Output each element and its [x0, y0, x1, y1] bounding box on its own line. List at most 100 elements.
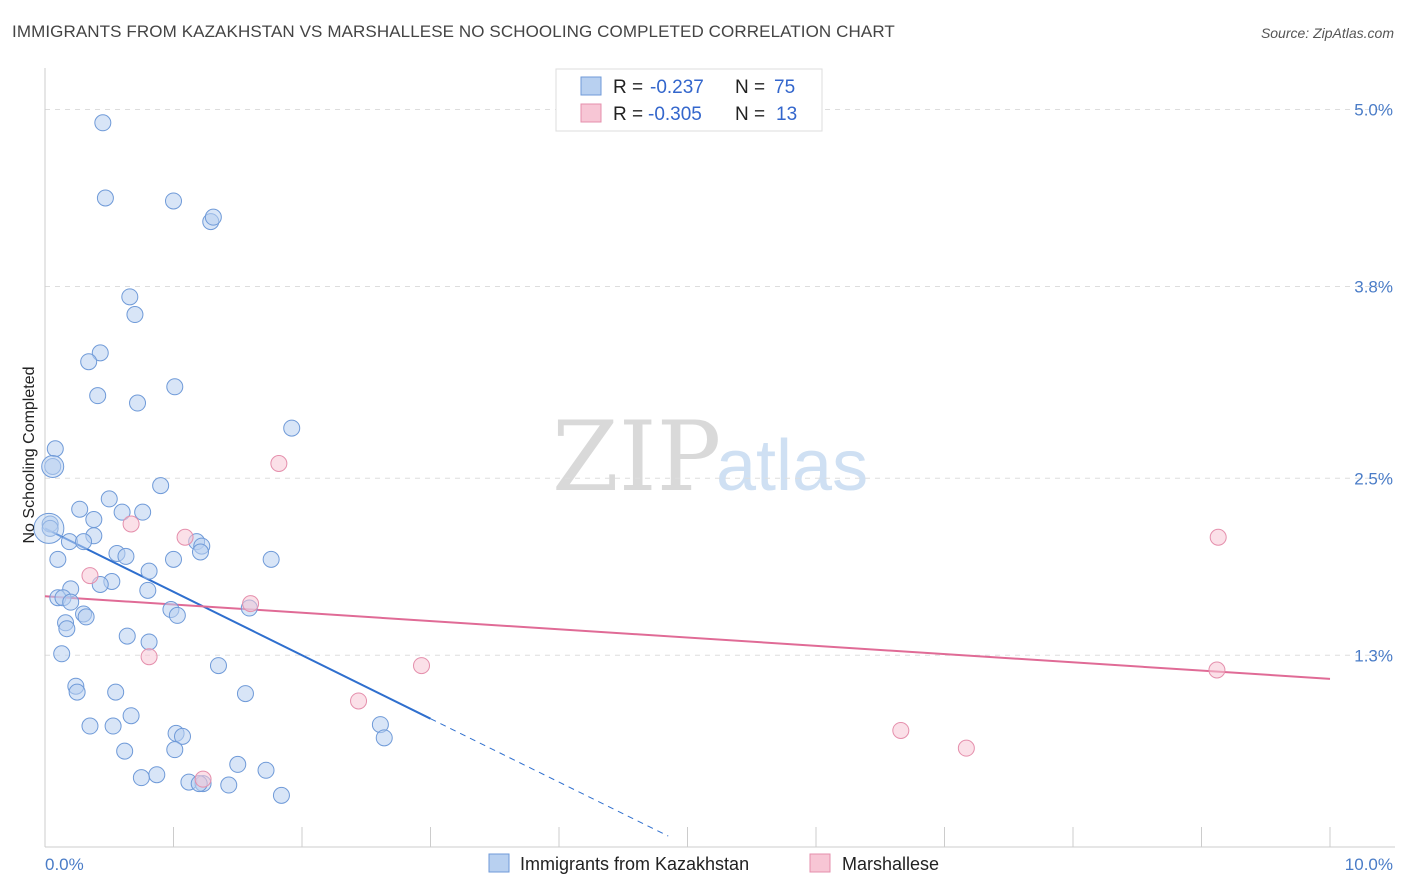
bottom-legend-kazakhstan: Immigrants from Kazakhstan: [520, 854, 749, 874]
data-point: [53, 645, 71, 663]
data-point: [134, 503, 152, 521]
y-tick-label: 2.5%: [1354, 469, 1393, 488]
data-point: [104, 717, 122, 735]
y-tick-label: 1.3%: [1354, 646, 1393, 665]
data-point: [89, 387, 107, 405]
data-point: [1209, 528, 1227, 546]
trendline-marshallese: [44, 595, 1331, 680]
y-tick-label: 3.8%: [1354, 278, 1393, 297]
data-point: [413, 657, 431, 675]
data-point: [58, 620, 76, 638]
data-point: [121, 288, 139, 306]
data-point: [220, 776, 238, 794]
data-point: [62, 593, 80, 611]
data-point: [957, 739, 975, 757]
data-point: [140, 648, 158, 666]
data-point: [113, 503, 131, 521]
bottom-legend: Immigrants from Kazakhstan Marshallese: [488, 853, 939, 874]
data-point: [129, 394, 147, 412]
series-kazakhstan: [41, 114, 393, 804]
data-point: [117, 547, 135, 565]
data-point: [283, 419, 301, 437]
legend-r-value-1: -0.237: [650, 77, 704, 98]
data-point: [262, 550, 280, 568]
data-point: [176, 528, 194, 546]
data-point: [152, 477, 170, 495]
data-point-large: [41, 454, 65, 478]
data-point: [204, 208, 222, 226]
legend-r-value-2: -0.305: [648, 104, 702, 125]
data-point-large: [33, 512, 65, 544]
legend-swatch-kazakhstan: [580, 76, 602, 96]
data-point: [132, 769, 150, 787]
trendlines: [44, 527, 1331, 837]
data-point: [194, 770, 212, 788]
trendline-kazakhstan: [44, 527, 431, 720]
legend-n-value-1: 75: [774, 77, 795, 98]
data-point: [100, 490, 118, 508]
data-point: [191, 543, 209, 561]
data-point: [173, 727, 191, 745]
data-point: [107, 683, 125, 701]
data-point: [148, 766, 166, 784]
data-point: [375, 729, 393, 747]
data-point: [118, 627, 136, 645]
series-marshallese: [81, 455, 1227, 788]
chart-title: IMMIGRANTS FROM KAZAKHSTAN VS MARSHALLES…: [12, 22, 895, 41]
data-point: [96, 189, 114, 207]
data-point: [140, 562, 158, 580]
x-tick-label-min: 0.0%: [45, 855, 84, 874]
legend-r-label-2: R =: [613, 104, 643, 125]
trendline-kazakhstan-extension: [430, 718, 669, 837]
data-point: [94, 114, 112, 132]
gridlines: [45, 109, 1395, 656]
data-point: [257, 761, 275, 779]
data-point: [229, 755, 247, 773]
data-point: [81, 717, 99, 735]
axes: 1.3% 2.5% 3.8% 5.0% 0.0% 10.0%: [44, 68, 1395, 874]
data-point: [41, 519, 59, 537]
data-point: [892, 721, 910, 739]
data-point: [139, 581, 157, 599]
data-point: [1208, 661, 1226, 679]
data-point: [80, 353, 98, 371]
data-point: [165, 192, 182, 210]
y-tick-label: 5.0%: [1354, 101, 1393, 120]
data-point: [350, 692, 368, 710]
data-point: [166, 741, 184, 759]
legend-n-label-1: N =: [735, 77, 765, 98]
data-point: [81, 567, 99, 585]
legend-swatch-marshallese: [580, 103, 602, 123]
watermark-zip: ZIP: [552, 401, 721, 513]
bottom-legend-swatch-kazakhstan: [488, 853, 510, 873]
data-point: [236, 685, 254, 703]
data-point: [165, 550, 182, 568]
bottom-legend-marshallese: Marshallese: [842, 854, 939, 874]
data-point: [46, 440, 64, 458]
data-points: [33, 114, 1227, 804]
data-point: [116, 742, 134, 760]
data-point: [272, 786, 290, 804]
data-point: [71, 500, 89, 518]
data-point: [242, 595, 260, 613]
data-point: [209, 657, 227, 675]
data-point: [168, 606, 186, 624]
data-point: [270, 455, 288, 472]
data-point: [166, 378, 184, 396]
data-point: [122, 515, 140, 533]
data-point: [91, 344, 109, 362]
data-point: [140, 633, 158, 651]
data-point: [60, 533, 78, 551]
data-point: [68, 683, 86, 701]
legend-n-value-2: 13: [776, 104, 797, 125]
data-point: [126, 306, 144, 324]
y-axis-label: No Schooling Completed: [21, 367, 38, 544]
bottom-legend-swatch-marshallese: [809, 853, 831, 873]
top-legend: R = -0.237 N = 75 R = -0.305 N = 13: [555, 68, 823, 132]
x-tick-label-max: 10.0%: [1345, 855, 1393, 874]
data-point: [75, 533, 93, 551]
data-point: [85, 511, 103, 529]
data-point: [49, 550, 67, 568]
legend-r-label-1: R =: [613, 77, 643, 98]
